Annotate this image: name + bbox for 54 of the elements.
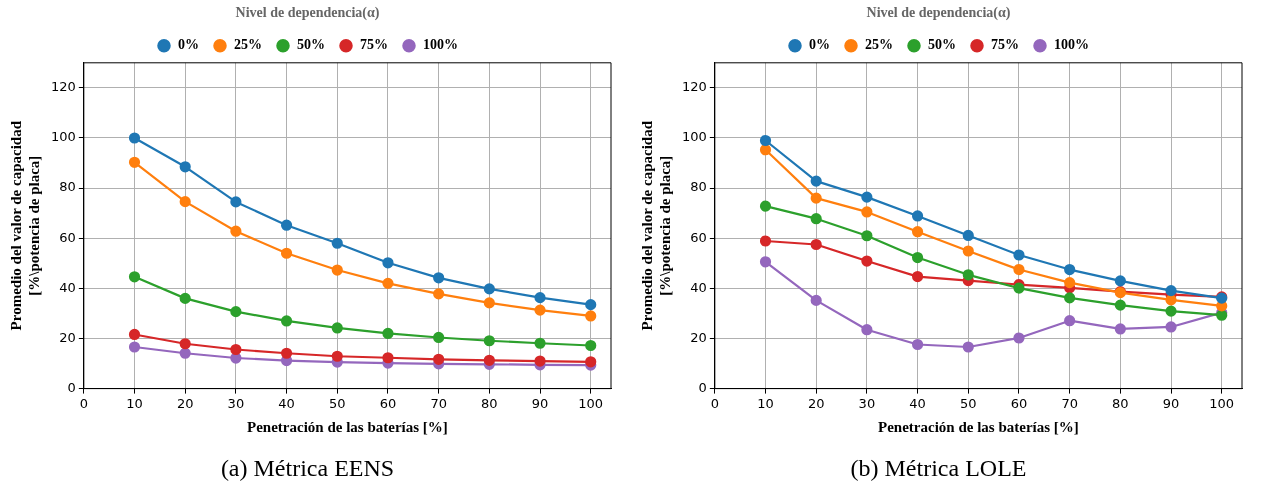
x-tick-label: 20	[807, 395, 825, 411]
y-tick-label: 120	[50, 79, 76, 95]
x-tick-label: 60	[379, 395, 397, 411]
legend-label: 100%	[423, 37, 458, 53]
y-tick-label: 20	[690, 329, 707, 345]
x-tick-label: 50	[959, 395, 977, 411]
x-tick-label: 70	[430, 395, 447, 411]
y-tick-label: 100	[681, 129, 707, 145]
x-tick-label: 30	[227, 395, 245, 411]
legend-label: 75%	[991, 37, 1019, 53]
x-tick-label: 90	[1162, 395, 1180, 411]
y-tick-label: 80	[690, 179, 707, 195]
text: (b) Métrica LOLE	[850, 454, 1027, 481]
y-axis-title: Promedio del valor de capacidad [%\potencia de placa]	[638, 120, 673, 331]
x-tick-label: 10	[757, 395, 774, 411]
y-tick-label: 60	[690, 229, 707, 245]
text: (a) Métrica EENS	[220, 454, 395, 481]
legend-label: 75%	[360, 37, 388, 53]
x-tick-label: 20	[176, 395, 194, 411]
x-tick-label: 30	[858, 395, 876, 411]
y-tick-label: 80	[59, 179, 76, 195]
y-tick-label: 0	[67, 379, 76, 395]
legend-title: Nivel de dependencia(α)	[235, 4, 380, 21]
x-tick-label: 0	[710, 395, 719, 411]
x-axis-title: Penetración de las baterías [%]	[878, 419, 1079, 436]
x-tick-label: 80	[481, 395, 498, 411]
y-tick-label: 60	[59, 229, 76, 245]
x-tick-label: 90	[531, 395, 549, 411]
legend-label: 25%	[234, 37, 262, 53]
x-tick-label: 40	[909, 395, 926, 411]
y-tick-label: 20	[59, 329, 76, 345]
x-tick-label: 60	[1010, 395, 1028, 411]
y-tick-label: 0	[698, 379, 707, 395]
x-tick-label: 50	[328, 395, 346, 411]
x-tick-label: 0	[79, 395, 88, 411]
legend-label: 25%	[865, 37, 893, 53]
x-tick-label: 10	[126, 395, 143, 411]
legend-label: 100%	[1054, 37, 1089, 53]
x-tick-label: 100	[578, 395, 604, 411]
x-axis-title: Penetración de las baterías [%]	[247, 419, 448, 436]
x-tick-label: 100	[1209, 395, 1235, 411]
y-tick-label: 100	[50, 129, 76, 145]
y-tick-label: 40	[690, 279, 707, 295]
legend-label: 50%	[928, 37, 956, 53]
legend-label: 0%	[178, 37, 199, 53]
x-tick-label: 80	[1112, 395, 1129, 411]
legend-label: 50%	[297, 37, 325, 53]
x-tick-label: 70	[1061, 395, 1078, 411]
y-tick-label: 120	[681, 79, 707, 95]
legend-label: 0%	[809, 37, 830, 53]
y-axis-title: Promedio del valor de capacidad [%\potencia de placa]	[7, 120, 42, 331]
x-tick-label: 40	[278, 395, 295, 411]
legend-title: Nivel de dependencia(α)	[866, 4, 1011, 21]
y-tick-label: 40	[59, 279, 76, 295]
